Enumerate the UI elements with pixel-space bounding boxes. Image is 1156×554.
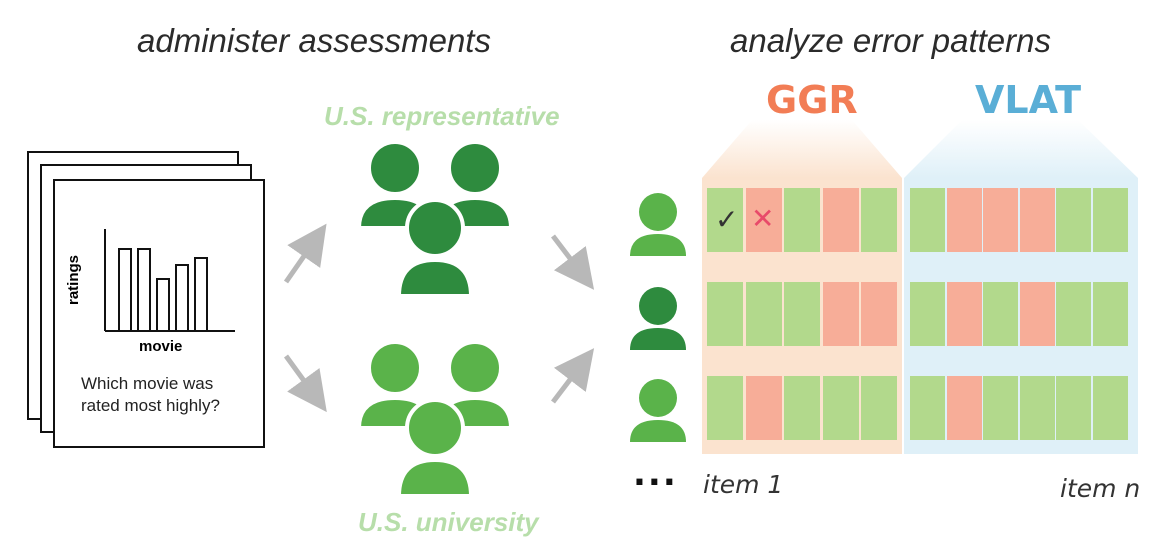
vlat-response-cell [1056, 376, 1091, 440]
ggr-response-cell [822, 188, 859, 252]
arrow-to-representative [283, 223, 327, 284]
more-participants-ellipsis: ... [633, 454, 678, 494]
ggr-response-cell [784, 376, 820, 440]
item-last-label: item n [1060, 474, 1141, 503]
ggr-response-cell [745, 376, 782, 440]
chart-x-label: movie [139, 338, 183, 355]
vlat-response-cell [983, 188, 1018, 252]
group-label-university: U.S. university [358, 507, 539, 537]
ggr-response-cell [707, 376, 743, 440]
arrow-to-university [283, 354, 327, 413]
ggr-response-cell [745, 282, 782, 346]
vlat-response-cell [1092, 188, 1128, 252]
item-first-label: item 1 [703, 470, 784, 499]
people-group-icon [356, 140, 514, 298]
vlat-response-cell [946, 282, 982, 346]
ggr-response-cell [861, 188, 897, 252]
vlat-response-cell [1019, 188, 1055, 252]
ggr-response-cell [707, 282, 743, 346]
heading-analyze: analyze error patterns [730, 22, 1051, 59]
ggr-response-cell [822, 282, 859, 346]
cross-mark-icon: ✕ [751, 202, 775, 235]
heading-administer: administer assessments [137, 22, 491, 59]
people-group-icon [356, 340, 514, 498]
ggr-funnel [702, 120, 902, 178]
vlat-response-cell [1092, 376, 1128, 440]
person-icon [630, 193, 686, 256]
group-label-representative: U.S. representative [324, 101, 560, 131]
vlat-response-cell [910, 282, 945, 346]
ggr-response-cell [784, 188, 820, 252]
vlat-response-cell [1019, 376, 1055, 440]
ggr-response-cell [861, 376, 897, 440]
person-icon [630, 379, 686, 442]
vlat-funnel [904, 120, 1138, 178]
bar-chart [104, 229, 235, 332]
vlat-response-cell [946, 376, 982, 440]
vlat-response-cell [910, 188, 945, 252]
assessment-question: Which movie was rated most highly? [81, 374, 220, 415]
test-label-ggr: GGR [766, 78, 858, 122]
vlat-response-cell [1056, 282, 1091, 346]
ggr-response-cell [822, 376, 859, 440]
vlat-response-cell [1056, 188, 1091, 252]
person-icon [630, 287, 686, 350]
ggr-response-cell [707, 188, 743, 252]
ggr-response-cell [861, 282, 897, 346]
ggr-response-cell [784, 282, 820, 346]
test-label-vlat: VLAT [975, 78, 1082, 122]
ggr-response-cell [745, 188, 782, 252]
vlat-response-cell [1019, 282, 1055, 346]
vlat-response-cell [983, 376, 1018, 440]
arrow-from-university [551, 348, 595, 404]
arrow-from-representative [551, 234, 595, 290]
vlat-response-cell [1092, 282, 1128, 346]
vlat-response-cell [910, 376, 945, 440]
check-mark-icon: ✓ [715, 203, 739, 236]
vlat-response-cell [983, 282, 1018, 346]
card-front: ratings movie Which movie was rated most… [53, 179, 265, 448]
vlat-response-cell [946, 188, 982, 252]
